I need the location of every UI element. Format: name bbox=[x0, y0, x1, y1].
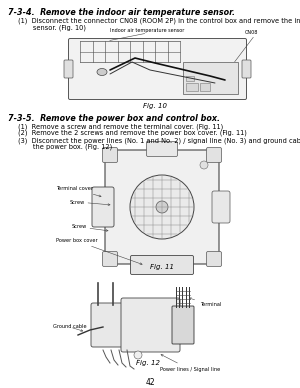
Circle shape bbox=[156, 201, 168, 213]
Bar bbox=[186, 83, 198, 91]
Circle shape bbox=[130, 175, 194, 239]
Bar bbox=[200, 83, 210, 91]
FancyBboxPatch shape bbox=[206, 251, 221, 267]
Text: the power box. (Fig. 12): the power box. (Fig. 12) bbox=[18, 144, 112, 151]
Text: Fig. 11: Fig. 11 bbox=[150, 264, 174, 270]
FancyBboxPatch shape bbox=[103, 147, 118, 163]
Bar bbox=[183, 62, 238, 94]
Text: Power lines / Signal line: Power lines / Signal line bbox=[160, 355, 220, 372]
FancyBboxPatch shape bbox=[172, 306, 194, 344]
Circle shape bbox=[200, 161, 208, 169]
Bar bbox=[186, 76, 194, 81]
Text: Terminal cover: Terminal cover bbox=[56, 187, 101, 197]
Text: Fig. 10: Fig. 10 bbox=[143, 103, 167, 109]
Text: Fig. 12: Fig. 12 bbox=[136, 360, 160, 366]
Text: Power box cover: Power box cover bbox=[56, 239, 142, 265]
Text: (3)  Disconnect the power lines (No. 1 and No. 2) / signal line (No. 3) and grou: (3) Disconnect the power lines (No. 1 an… bbox=[18, 137, 300, 144]
Text: 7-3-5.  Remove the power box and control box.: 7-3-5. Remove the power box and control … bbox=[8, 114, 220, 123]
Text: (1)  Remove a screw and remove the terminal cover. (Fig. 11): (1) Remove a screw and remove the termin… bbox=[18, 123, 223, 130]
Text: (2)  Remove the 2 screws and remove the power box cover. (Fig. 11): (2) Remove the 2 screws and remove the p… bbox=[18, 130, 247, 137]
FancyBboxPatch shape bbox=[146, 142, 178, 156]
FancyBboxPatch shape bbox=[206, 147, 221, 163]
Circle shape bbox=[134, 351, 142, 359]
FancyBboxPatch shape bbox=[68, 38, 247, 99]
FancyBboxPatch shape bbox=[92, 187, 114, 227]
Text: (1)  Disconnect the connector CN08 (ROOM 2P) in the control box and remove the i: (1) Disconnect the connector CN08 (ROOM … bbox=[18, 17, 300, 24]
Text: Ground cable: Ground cable bbox=[53, 324, 87, 331]
FancyBboxPatch shape bbox=[242, 60, 251, 78]
Text: Indoor air temperature sensor: Indoor air temperature sensor bbox=[110, 28, 185, 33]
FancyBboxPatch shape bbox=[64, 60, 73, 78]
Text: 42: 42 bbox=[145, 378, 155, 387]
FancyBboxPatch shape bbox=[91, 303, 130, 347]
FancyBboxPatch shape bbox=[105, 150, 219, 264]
FancyBboxPatch shape bbox=[103, 251, 118, 267]
Text: Screw: Screw bbox=[70, 199, 110, 206]
Text: Screw: Screw bbox=[72, 225, 108, 232]
Text: 7-3-4.  Remove the indoor air temperature sensor.: 7-3-4. Remove the indoor air temperature… bbox=[8, 8, 235, 17]
Text: Terminal: Terminal bbox=[189, 298, 221, 308]
FancyBboxPatch shape bbox=[130, 256, 194, 274]
Text: sensor. (Fig. 10): sensor. (Fig. 10) bbox=[18, 24, 86, 31]
Text: CN08: CN08 bbox=[245, 30, 258, 35]
FancyBboxPatch shape bbox=[121, 298, 180, 352]
FancyBboxPatch shape bbox=[212, 191, 230, 223]
Ellipse shape bbox=[97, 69, 107, 76]
